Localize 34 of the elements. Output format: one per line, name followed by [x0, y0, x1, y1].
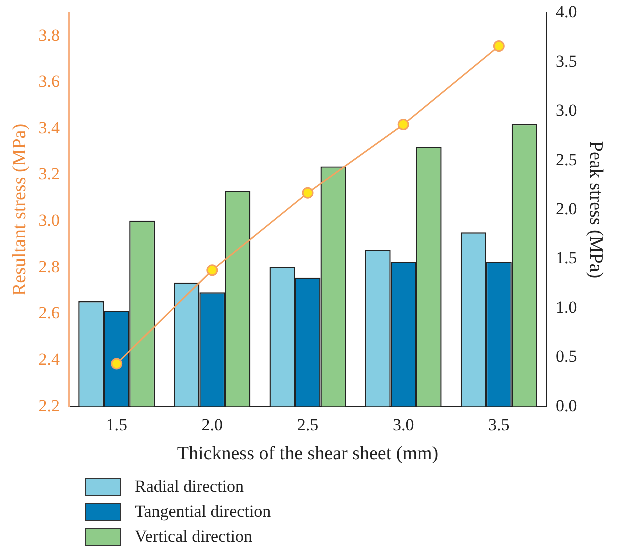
y-tick-label: 2.8 — [38, 257, 60, 276]
point — [206, 264, 218, 276]
y-tick-label: 3.4 — [38, 118, 61, 138]
y2-tick-label: 2.0 — [556, 199, 578, 218]
y2-axis-title: Peak stress (MPa) — [586, 141, 607, 279]
x-axis-title: Thickness of the shear sheet (mm) — [177, 444, 439, 465]
y2-tick-label: 0.5 — [556, 347, 578, 366]
x-tick-label: 1.5 — [106, 415, 128, 434]
y-tick-label: 2.4 — [38, 350, 61, 369]
x-tick-label: 3.0 — [392, 415, 414, 434]
x-tick-label: 2.5 — [297, 415, 319, 434]
legend-label: Tangential direction — [135, 502, 272, 522]
y-tick-label: 2.2 — [38, 396, 60, 416]
y-tick-label: 3.8 — [38, 26, 60, 45]
y2-tick-label: 1.5 — [556, 248, 578, 268]
y-tick-label: 3.2 — [38, 164, 60, 184]
y-tick-label: 3.6 — [38, 72, 60, 92]
y2-tick-label: 2.5 — [556, 150, 578, 170]
point — [493, 40, 505, 52]
point — [398, 119, 410, 131]
point — [111, 358, 123, 370]
y2-tick-label: 3.0 — [556, 101, 578, 120]
y2-tick-label: 3.5 — [556, 52, 578, 71]
y2-tick-label: 4.0 — [556, 2, 578, 22]
y2-tick-label: 0.0 — [556, 396, 578, 416]
y-tick-label: 3.0 — [38, 211, 60, 230]
y2-tick-label: 1.0 — [556, 298, 578, 317]
legend-label: Radial direction — [135, 476, 244, 496]
legend-label: Vertical direction — [135, 526, 253, 546]
point — [302, 187, 314, 199]
x-tick-label: 3.5 — [488, 415, 510, 434]
y-axis-title: Resultant stress (MPa) — [9, 124, 30, 296]
y-tick-label: 2.6 — [38, 304, 60, 323]
x-tick-label: 2.0 — [202, 415, 224, 434]
